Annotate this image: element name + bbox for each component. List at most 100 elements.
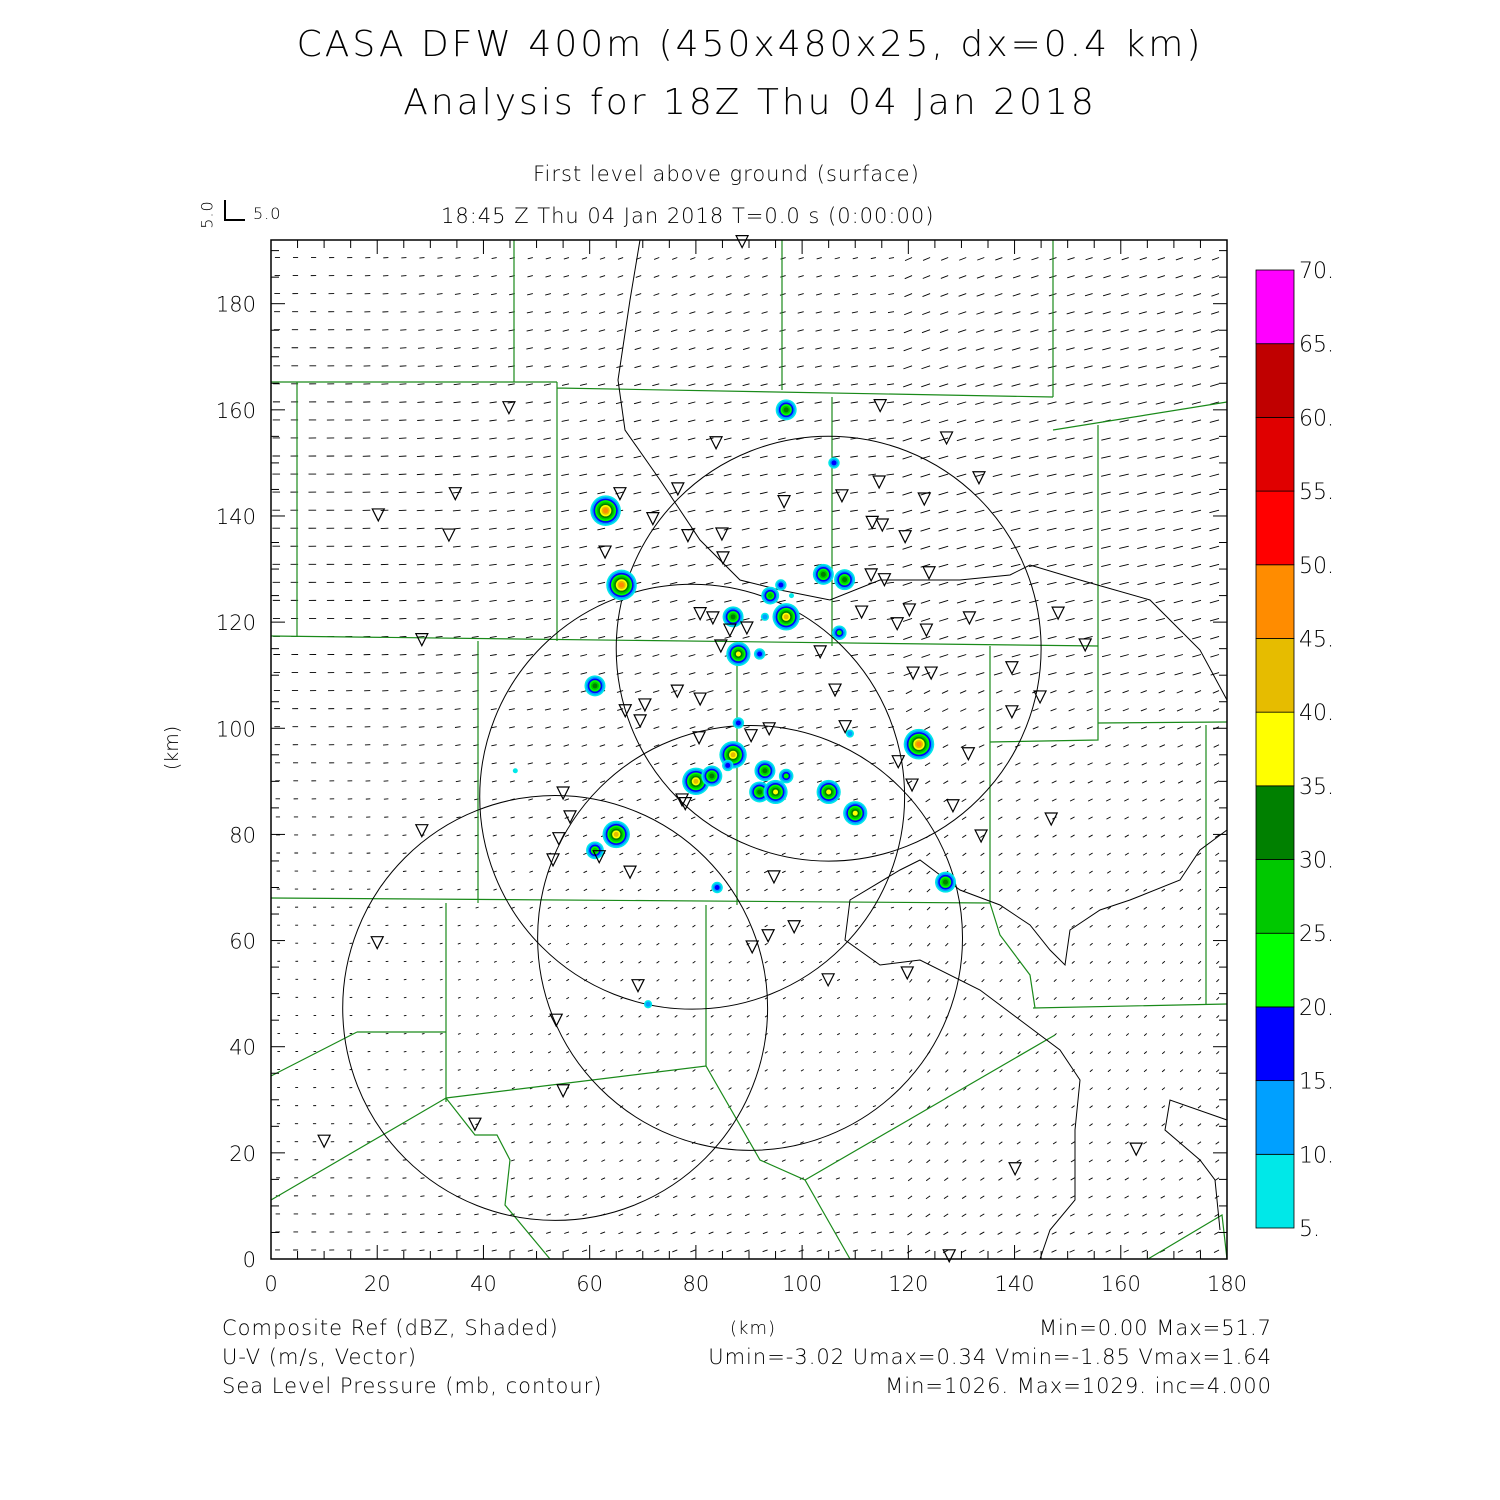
wind-vector bbox=[836, 960, 841, 964]
wind-vector bbox=[692, 1069, 696, 1072]
wind-vector bbox=[922, 311, 931, 316]
wind-vector bbox=[1179, 1087, 1184, 1091]
wind-vector bbox=[436, 329, 443, 331]
wind-vector bbox=[561, 545, 570, 549]
wind-vector bbox=[1088, 1159, 1093, 1163]
wind-vector bbox=[818, 888, 822, 891]
wind-vector bbox=[835, 1213, 840, 1216]
wind-vector bbox=[1191, 599, 1202, 604]
wind-vector bbox=[796, 599, 804, 603]
wind-vector bbox=[778, 437, 786, 441]
wind-vector bbox=[886, 509, 895, 512]
wind-vector bbox=[993, 599, 1003, 604]
wind-vector bbox=[723, 581, 732, 585]
wind-vector bbox=[920, 545, 931, 550]
wind-vector bbox=[1065, 636, 1075, 640]
wind-vector bbox=[1035, 942, 1039, 946]
wind-vector bbox=[926, 924, 931, 929]
station-triangle-icon bbox=[670, 482, 685, 497]
wind-vector bbox=[1083, 563, 1093, 567]
wind-vector bbox=[561, 636, 570, 639]
wind-vector bbox=[816, 275, 822, 278]
wind-vector bbox=[975, 654, 985, 658]
wind-vector bbox=[832, 509, 840, 512]
wind-vector bbox=[868, 419, 877, 422]
wind-vector bbox=[526, 347, 533, 350]
wind-vector bbox=[525, 581, 533, 585]
wind-vector bbox=[1143, 906, 1148, 910]
wind-vector bbox=[960, 762, 967, 766]
wind-vector bbox=[633, 419, 642, 423]
wind-vector bbox=[1083, 599, 1093, 604]
wind-vector bbox=[1122, 708, 1129, 712]
wind-vector bbox=[1082, 491, 1093, 495]
wind-vector bbox=[1155, 563, 1165, 568]
wind-vector bbox=[475, 1033, 479, 1035]
wind-vector bbox=[620, 978, 624, 982]
wind-vector bbox=[655, 834, 660, 838]
wind-vector bbox=[743, 690, 750, 693]
wind-vector bbox=[1031, 257, 1039, 261]
wind-vector bbox=[945, 960, 949, 965]
wind-vector bbox=[633, 473, 642, 477]
wind-vector bbox=[620, 1087, 624, 1090]
wind-vector bbox=[868, 599, 877, 602]
wind-vector bbox=[800, 960, 804, 964]
wind-vector bbox=[1016, 852, 1021, 856]
wind-vector bbox=[493, 888, 497, 891]
wind-vector bbox=[1178, 834, 1184, 838]
wind-vector bbox=[902, 455, 913, 460]
wind-vector bbox=[921, 654, 931, 658]
wind-vector bbox=[1179, 1051, 1184, 1055]
wind-vector bbox=[1119, 545, 1129, 549]
wind-vector bbox=[832, 383, 840, 386]
wind-vector bbox=[725, 329, 732, 332]
wind-vector bbox=[1175, 293, 1184, 297]
wind-vector bbox=[1034, 852, 1039, 856]
wind-vector bbox=[527, 780, 533, 783]
station-triangle-icon bbox=[891, 755, 906, 770]
wind-vector bbox=[565, 924, 570, 928]
wind-vector bbox=[889, 1195, 895, 1198]
reflectivity-cell bbox=[916, 741, 922, 747]
wind-vector bbox=[1196, 816, 1202, 820]
wind-vector bbox=[529, 1051, 534, 1054]
wind-vector bbox=[705, 437, 714, 441]
wind-vector bbox=[1011, 636, 1021, 640]
wind-vector bbox=[708, 257, 714, 260]
wind-vector bbox=[995, 257, 1003, 261]
wind-vector bbox=[526, 708, 533, 711]
wind-vector bbox=[744, 762, 750, 766]
wind-vector bbox=[926, 888, 931, 893]
wind-vector bbox=[672, 780, 678, 784]
wind-vector bbox=[938, 581, 949, 586]
wind-vector bbox=[1191, 527, 1202, 532]
radar-range-ring bbox=[537, 724, 964, 1151]
wind-vector bbox=[598, 311, 606, 314]
wind-vector bbox=[421, 1087, 425, 1089]
wind-vector bbox=[1173, 401, 1184, 405]
wind-vector bbox=[434, 509, 443, 512]
wind-vector bbox=[437, 1231, 443, 1234]
wind-vector bbox=[956, 455, 967, 460]
wind-vector bbox=[691, 870, 696, 874]
wind-vector bbox=[436, 347, 443, 349]
wind-vector bbox=[1101, 383, 1111, 387]
wind-vector bbox=[835, 834, 840, 837]
wind-vector bbox=[724, 636, 732, 639]
wind-vector bbox=[974, 473, 985, 478]
wind-vector bbox=[764, 942, 768, 946]
wind-vector bbox=[544, 347, 551, 350]
wind-vector bbox=[474, 1177, 479, 1180]
wind-vector bbox=[871, 834, 877, 837]
wind-vector bbox=[652, 636, 660, 639]
wind-vector bbox=[960, 708, 967, 712]
wind-vector bbox=[471, 636, 479, 638]
wind-vector bbox=[617, 275, 624, 278]
wind-vector bbox=[1180, 997, 1184, 1001]
wind-vector bbox=[1215, 852, 1220, 856]
wind-vector bbox=[489, 563, 497, 566]
wind-vector bbox=[438, 1159, 443, 1161]
wind-vector bbox=[1197, 1141, 1202, 1145]
wind-vector bbox=[548, 960, 552, 964]
